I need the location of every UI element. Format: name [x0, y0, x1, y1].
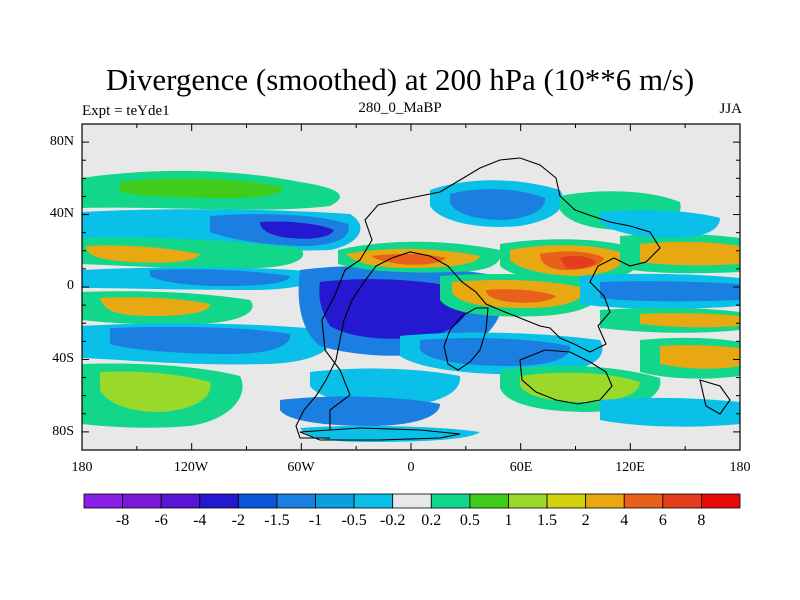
colorbar-swatch [623, 493, 664, 509]
lon-label-0: 0 [407, 460, 415, 475]
map-title: Divergence (smoothed) at 200 hPa (10**6 … [105, 62, 695, 97]
colorbar-label: 8 [697, 512, 706, 529]
negative-region [600, 281, 740, 302]
colorbar-swatch [237, 493, 278, 509]
positive-region [486, 289, 556, 303]
lon-label-120w: 120W [173, 460, 209, 475]
colorbar-swatch [83, 493, 123, 509]
lat-label-80n: 80N [49, 134, 74, 149]
colorbar-swatch [469, 493, 509, 509]
positive-region [372, 253, 446, 265]
lon-label-180w: 180 [71, 460, 93, 475]
colorbar-swatch [585, 493, 625, 509]
lat-label-0: 0 [67, 278, 74, 293]
lon-label-120e: 120E [615, 460, 645, 475]
positive-region [86, 245, 200, 263]
positive-region [100, 371, 211, 412]
colorbar-swatch [430, 493, 471, 509]
colorbar-swatch [546, 493, 587, 509]
colorbar-label: -2 [231, 512, 245, 529]
negative-region [420, 338, 571, 366]
lat-label-80s: 80S [52, 424, 74, 439]
lon-label-60e: 60E [509, 460, 533, 475]
axis-ticks [81, 123, 741, 451]
colorbar-label: -0.2 [380, 512, 406, 529]
coastline [299, 427, 461, 441]
negative-region [260, 221, 334, 239]
lon-label-60w: 60W [287, 460, 315, 475]
negative-region [150, 269, 290, 286]
colorbar-swatch [701, 493, 741, 509]
colorbar-label: 1.5 [537, 512, 558, 529]
positive-region [660, 345, 740, 369]
colorbar-label: 1 [504, 512, 513, 529]
colorbar-label: 6 [658, 512, 667, 529]
colorbar-label: 2 [581, 512, 590, 529]
colorbar-label: 0.5 [459, 512, 480, 529]
colorbar-swatch [508, 493, 548, 509]
positive-region [640, 241, 740, 266]
lon-label-180e: 180 [729, 460, 751, 475]
colorbar-swatch [276, 493, 316, 509]
positive-region [640, 313, 740, 328]
coastline [699, 379, 731, 415]
colorbar-label: -1 [308, 512, 323, 529]
colorbar-swatch [315, 493, 355, 509]
colorbar-swatch [392, 493, 432, 509]
season-label: JJA [719, 101, 742, 117]
negative-region [110, 326, 291, 354]
colorbar-swatch [353, 493, 394, 509]
negative-region [319, 279, 471, 339]
colorbar-label: -1.5 [264, 512, 290, 529]
colorbar-label: 4 [620, 512, 629, 529]
colorbar-swatch [160, 493, 201, 509]
colorbar-label: -4 [193, 512, 207, 529]
positive-region [120, 178, 283, 198]
lat-label-40n: 40N [49, 206, 74, 221]
colorbar-swatch [662, 493, 702, 509]
positive-region [100, 297, 210, 316]
colorbar-swatch [122, 493, 162, 509]
colorbar-label: -0.5 [341, 512, 367, 529]
colorbar-label: 0.2 [421, 512, 442, 529]
period-label: 280_0_MaBP [358, 100, 442, 116]
experiment-label: Expt = teYde1 [82, 103, 170, 119]
coastline [519, 349, 613, 405]
negative-region [450, 189, 546, 220]
negative-region [600, 210, 720, 238]
coastline [443, 307, 489, 371]
lat-label-40s: 40S [52, 351, 74, 366]
colorbar-label: -8 [115, 512, 130, 529]
negative-region [280, 396, 440, 426]
coastline [295, 157, 661, 439]
divergence-field [82, 124, 740, 450]
colorbar-swatch [199, 493, 239, 509]
positive-region [560, 255, 596, 269]
colorbar [83, 493, 741, 509]
negative-region [600, 397, 740, 427]
colorbar-label: -6 [154, 512, 168, 529]
